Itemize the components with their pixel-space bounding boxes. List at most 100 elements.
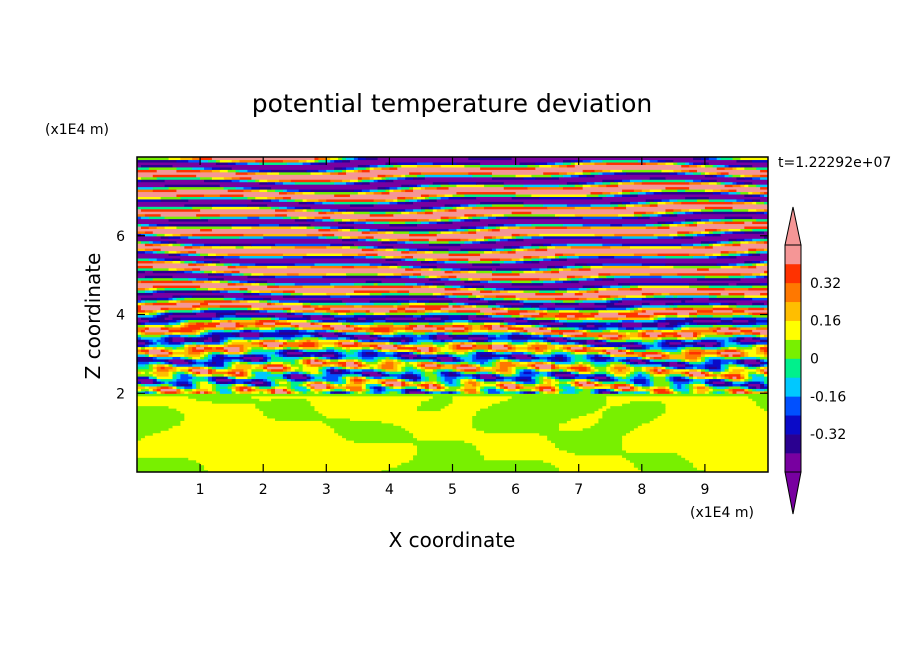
field-cell [574,361,580,365]
field-cell [286,371,292,375]
field-cell [286,312,292,316]
field-cell [420,371,426,375]
field-cell [353,336,359,340]
field-cell [357,238,367,242]
field-cell [417,378,422,382]
field-cell [452,218,461,222]
field-cell [464,358,473,362]
field-cell [156,341,162,345]
field-cell [752,376,765,380]
field-cell [503,390,517,394]
field-cell [594,233,615,237]
field-cell [551,383,556,387]
field-cell [610,339,627,343]
field-cell [637,371,643,375]
field-cell [389,201,398,205]
field-cell [633,181,643,185]
field-cell [764,270,768,274]
field-cell [385,373,390,377]
field-cell [566,314,576,318]
field-cell [598,184,607,188]
field-cell [436,326,446,330]
field-cell [263,380,268,385]
field-cell [468,287,477,291]
field-cell [602,329,611,333]
field-cell [724,378,730,382]
field-cell [231,390,237,394]
field-cell [200,307,209,311]
field-cell [267,415,327,419]
field-cell [424,250,434,254]
field-cell [361,351,367,355]
field-cell [365,166,371,170]
field-cell [574,452,678,456]
field-cell [271,356,284,360]
field-cell [251,289,260,293]
field-cell [645,376,651,380]
field-cell [282,376,288,380]
field-cell [582,385,596,389]
field-cell [243,193,335,197]
field-cell [456,260,469,264]
field-cell [385,245,394,249]
field-cell [452,336,469,340]
field-cell [152,260,166,264]
field-cell [263,410,320,414]
field-cell [420,353,438,357]
field-cell [172,385,178,389]
field-cell [247,358,252,362]
field-cell [539,255,548,259]
field-cell [223,373,229,377]
field-cell [156,385,162,389]
field-cell [535,388,540,392]
field-cell [207,302,268,306]
field-cell [417,385,422,389]
field-cell [547,324,552,328]
field-cell [215,262,225,266]
field-cell [586,262,603,266]
field-cell [168,353,174,357]
field-cell [381,368,387,372]
field-cell [460,344,473,348]
field-cell [353,358,359,362]
field-cell [543,171,560,175]
field-cell [590,267,698,271]
field-cell [519,272,600,276]
field-cell [334,390,343,394]
field-cell [263,361,268,365]
field-cell [637,341,643,345]
field-cell [137,166,150,170]
field-cell [558,184,576,188]
field-cell [271,398,308,402]
field-cell [424,211,434,215]
field-cell [618,390,623,394]
field-cell [267,188,276,193]
field-cell [405,240,414,244]
field-cell [373,245,379,249]
field-cell [239,346,245,350]
field-cell [156,380,162,385]
field-cell [207,358,213,362]
field-cell [558,427,584,431]
field-cell [243,188,252,193]
field-cell [377,230,387,234]
field-cell [263,390,268,394]
field-cell [137,309,146,313]
field-cell [732,321,749,325]
field-cell [523,257,532,261]
field-cell [626,363,631,367]
field-cell [148,363,154,367]
field-cell [259,223,280,227]
field-cell [377,366,383,370]
field-cell [318,339,339,343]
field-cell [562,252,576,257]
field-cell [144,321,170,325]
field-cell [606,297,615,301]
field-cell [657,341,663,345]
field-cell [428,243,461,247]
field-cell [164,257,174,261]
field-cell [137,248,146,252]
field-cell [503,376,517,380]
field-cell [393,344,398,348]
field-cell [346,378,351,382]
